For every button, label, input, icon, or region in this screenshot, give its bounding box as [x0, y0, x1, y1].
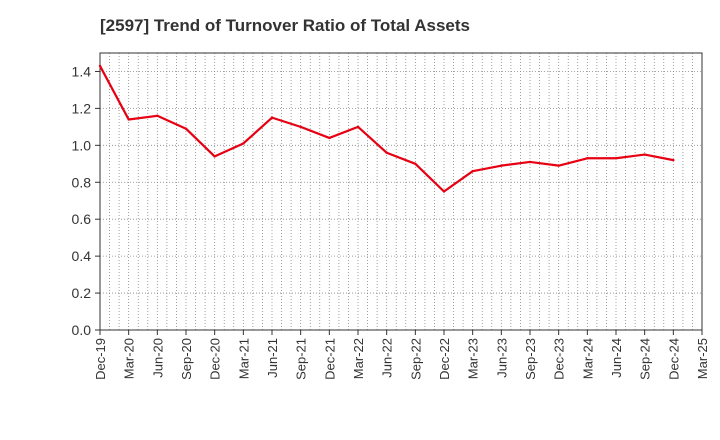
y-tick-label: 0.2: [72, 285, 92, 301]
x-tick-label: Sep-22: [408, 338, 423, 380]
data-point: [299, 125, 302, 129]
data-point: [614, 157, 618, 160]
y-tick-label: 1.2: [72, 100, 92, 116]
y-tick-label: 1.4: [72, 63, 92, 79]
plot-frame: [99, 52, 703, 331]
x-tick-label: Jun-23: [494, 338, 509, 378]
x-tick-label: Jun-22: [380, 338, 395, 378]
data-point: [356, 125, 360, 129]
x-tick-label: Dec-22: [437, 338, 452, 380]
data-point: [557, 164, 560, 167]
y-tick-label: 0.8: [72, 174, 92, 190]
grid-lines: [100, 53, 702, 330]
data-point: [156, 114, 159, 117]
x-tick-label: Dec-23: [552, 338, 567, 380]
chart-title: [2597] Trend of Turnover Ratio of Total …: [100, 16, 470, 35]
y-tick-label: 0.4: [72, 248, 92, 264]
data-point: [213, 155, 216, 158]
y-tick-label: 0.0: [72, 322, 92, 338]
data-point: [242, 142, 245, 145]
x-tick-label: Jun-24: [609, 338, 624, 378]
data-point: [414, 162, 417, 165]
x-tick-label: Dec-24: [666, 338, 681, 380]
data-point: [442, 190, 446, 193]
data-point: [184, 127, 188, 130]
data-point: [643, 153, 646, 156]
data-point: [471, 169, 474, 173]
x-tick-label: Dec-20: [208, 338, 223, 380]
x-axis-ticks: Dec-19 Mar-20 Jun-20 Sep-20 Dec-20 Mar-21 Jun-…: [93, 330, 710, 380]
data-point: [127, 118, 130, 121]
x-tick-label: Jun-21: [265, 338, 280, 378]
plot-area-border: [99, 52, 703, 331]
x-tick-label: Sep-23: [523, 338, 538, 380]
x-tick-label: Mar-20: [122, 338, 137, 379]
y-axis-ticks: 0.0 0.2 0.4 0.6 0.8 1.0 1.2 1.4: [72, 63, 100, 338]
x-tick-label: Dec-19: [93, 338, 108, 380]
x-tick-label: Dec-21: [322, 338, 337, 380]
data-point: [500, 164, 503, 167]
data-point: [528, 160, 532, 164]
x-tick-label: Jun-20: [150, 338, 165, 378]
y-tick-label: 1.0: [72, 137, 92, 153]
x-tick-label: Mar-22: [351, 338, 366, 379]
x-tick-label: Mar-24: [580, 338, 595, 379]
data-point: [98, 64, 102, 68]
x-tick-label: Mar-21: [236, 338, 251, 379]
y-tick-label: 0.6: [72, 211, 92, 227]
data-point: [328, 136, 331, 140]
x-tick-label: Mar-23: [466, 338, 481, 379]
data-point: [270, 116, 274, 119]
x-tick-label: Sep-21: [294, 338, 309, 380]
series-layer: [98, 64, 675, 193]
data-point: [672, 158, 675, 162]
data-point: [586, 157, 589, 160]
data-point: [385, 151, 388, 154]
x-tick-label: Sep-24: [638, 338, 653, 380]
x-tick-label: Mar-25: [695, 338, 710, 379]
x-tick-label: Sep-20: [179, 338, 194, 380]
